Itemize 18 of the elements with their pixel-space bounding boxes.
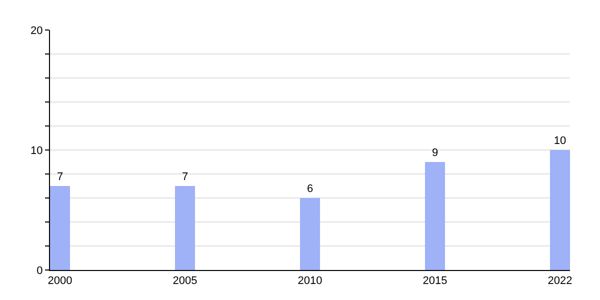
data-label: 7 xyxy=(182,171,188,183)
x-tick-label: 2000 xyxy=(48,275,72,288)
x-tick-label: 2005 xyxy=(172,275,198,288)
bar xyxy=(300,198,320,270)
y-tick-label: 0 xyxy=(36,264,43,277)
x-tick-label: 2010 xyxy=(298,275,322,288)
y-tick-label: 20 xyxy=(30,24,43,37)
data-label: 7 xyxy=(56,171,64,183)
data-label: 6 xyxy=(306,183,314,195)
bar xyxy=(550,150,570,270)
data-label: 10 xyxy=(554,135,566,147)
bar xyxy=(175,186,195,270)
data-label: 9 xyxy=(432,147,438,159)
bar xyxy=(425,162,445,270)
bar xyxy=(50,186,70,270)
x-tick-label: 2022 xyxy=(548,275,572,288)
x-tick-label: 2015 xyxy=(422,275,448,288)
y-tick-label: 10 xyxy=(30,144,43,157)
